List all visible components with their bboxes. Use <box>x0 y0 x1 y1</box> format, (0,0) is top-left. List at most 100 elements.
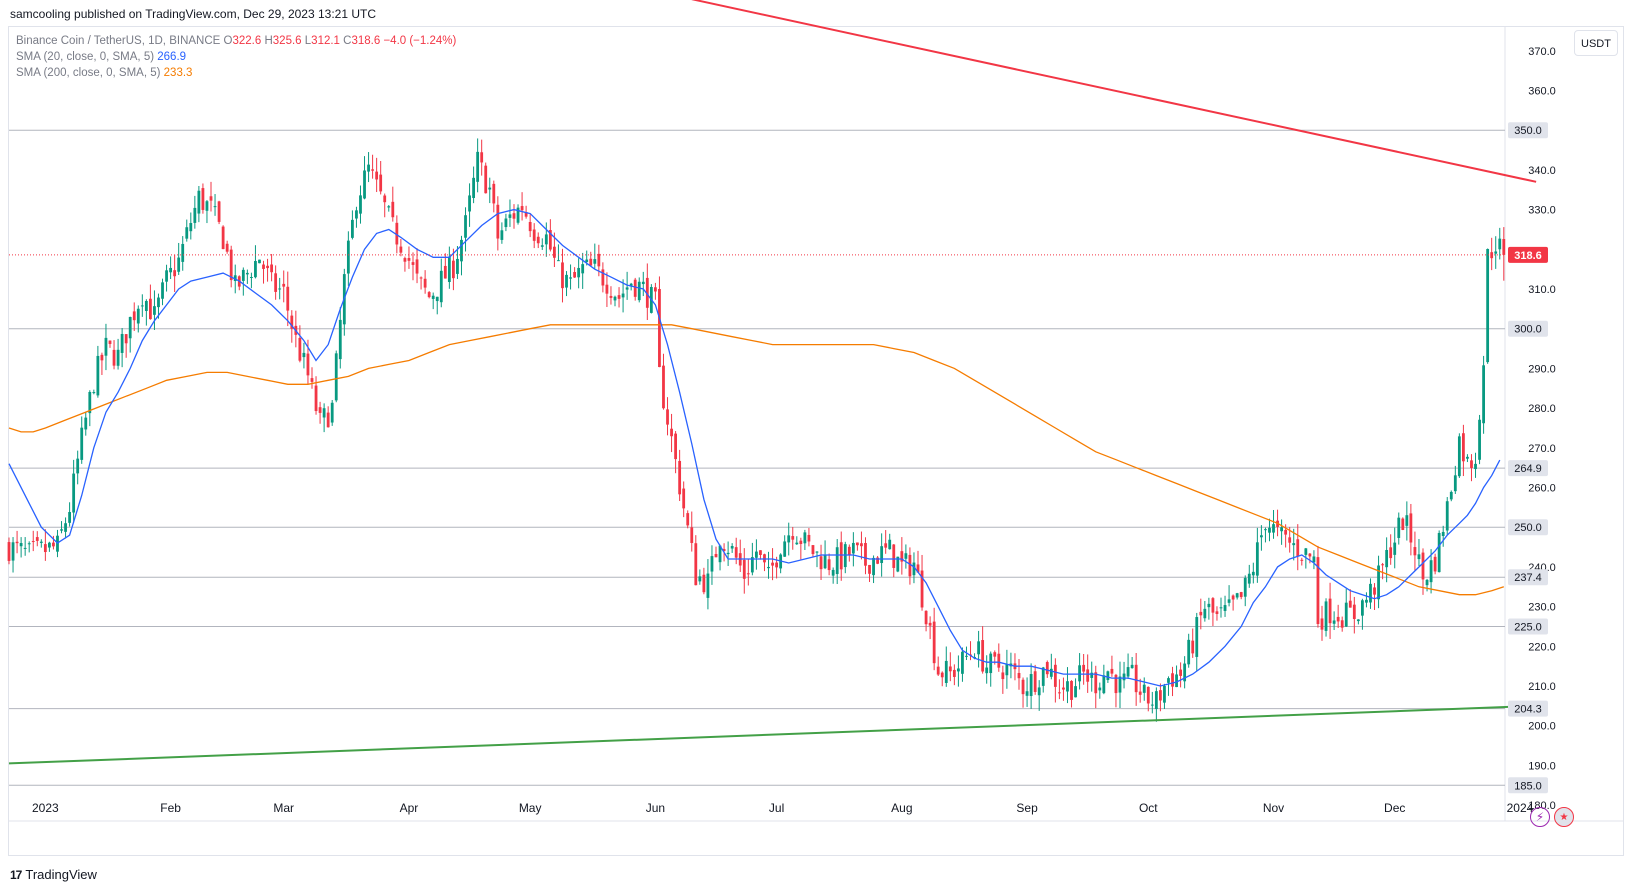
candle-body <box>100 354 104 361</box>
candle-body <box>379 174 383 192</box>
candle-body <box>876 557 879 564</box>
candle-body <box>771 562 774 566</box>
candle-body <box>213 206 217 208</box>
candle-body <box>1058 692 1061 694</box>
candle-body <box>407 258 411 261</box>
candle-body <box>597 253 601 267</box>
candle-body <box>851 542 855 554</box>
candle-body <box>193 207 197 223</box>
level-label: 250.0 <box>1514 522 1542 534</box>
candle-body <box>439 270 443 303</box>
candle-body <box>1449 491 1453 500</box>
sma200-line <box>8 324 1504 596</box>
candle-body <box>108 340 112 344</box>
candle-body <box>508 214 512 218</box>
candle-body <box>1199 611 1203 616</box>
candle-body <box>1365 599 1368 603</box>
candle-body <box>322 408 326 418</box>
candle-body <box>1227 599 1231 603</box>
candle-body <box>472 177 475 198</box>
level-label-box <box>1508 618 1548 635</box>
candle-body <box>286 286 290 311</box>
candle-body <box>763 554 766 563</box>
candle-body <box>827 559 831 571</box>
candle-body <box>1401 518 1405 530</box>
time-tick-label: Jul <box>769 801 784 815</box>
candle-body <box>76 458 80 474</box>
candle-body <box>1352 604 1356 619</box>
candle-body <box>856 542 859 546</box>
candle-body <box>492 183 496 204</box>
candle-body <box>298 337 302 361</box>
candle-body <box>496 204 500 239</box>
ohlc-close-value: 318.6 <box>351 35 381 47</box>
level-label: 300.0 <box>1514 324 1542 336</box>
candle-body <box>714 553 718 558</box>
level-label-box <box>1508 777 1548 794</box>
symbol-name[interactable]: Binance Coin / TetherUS, 1D, BINANCE <box>16 35 221 47</box>
candle-body <box>811 545 815 555</box>
candle-body <box>1053 664 1057 687</box>
tradingview-logo[interactable]: 17 TradingView <box>10 867 97 882</box>
candle-body <box>1251 571 1255 576</box>
candle-body <box>1122 673 1126 681</box>
candle-body <box>1393 542 1397 555</box>
candle-body <box>625 287 629 290</box>
time-tick-label: 2023 <box>32 801 59 815</box>
candle-body <box>581 264 585 274</box>
candle-body <box>868 564 871 574</box>
candle-body <box>787 535 791 543</box>
candle-body <box>880 546 884 564</box>
lightning-icon[interactable]: ⚡ <box>1530 807 1550 827</box>
candle-body <box>775 562 778 568</box>
candle-body <box>1389 547 1393 559</box>
us-flag-icon[interactable]: ★ <box>1554 807 1574 827</box>
time-axis-layer: 2023 Feb Mar Apr May Jun Jul Aug Sep Oct Nov Dec 202… <box>32 801 1534 815</box>
candle-body <box>601 269 605 286</box>
candle-body <box>282 283 286 287</box>
candle-body <box>548 230 552 250</box>
candle-body <box>1102 675 1106 694</box>
candle-body <box>31 541 35 543</box>
candle-body <box>940 672 944 678</box>
candle-body <box>1417 554 1421 560</box>
candle-body <box>1045 662 1049 675</box>
candle-body <box>161 282 164 299</box>
level-label: 225.0 <box>1514 621 1542 633</box>
candle-body <box>920 570 924 608</box>
candle-body <box>27 543 31 545</box>
candle-body <box>961 651 964 674</box>
candle-body <box>157 297 160 308</box>
candle-body <box>330 402 334 423</box>
candle-body <box>742 559 746 579</box>
candle-body <box>710 556 714 572</box>
legend-sma20-row[interactable]: SMA (20, close, 0, SMA, 5) 266.9 <box>16 49 456 65</box>
legend-sma200-row[interactable]: SMA (200, close, 0, SMA, 5) 233.3 <box>16 65 456 81</box>
price-tick-label: 260.0 <box>1528 483 1556 495</box>
footer-icons: ⚡ ★ <box>1530 807 1574 827</box>
candle-body <box>270 264 273 273</box>
tradingview-logo-text: TradingView <box>25 867 97 882</box>
candle-body <box>957 668 960 672</box>
candle-body <box>104 337 108 356</box>
candle-body <box>1106 671 1110 681</box>
candle-body <box>371 169 374 171</box>
candle-body <box>229 249 233 281</box>
candle-body <box>1405 515 1409 526</box>
candle-body <box>864 542 867 566</box>
candle-body <box>1207 603 1211 608</box>
candle-body <box>1049 668 1053 677</box>
candle-body <box>165 270 168 282</box>
candle-body <box>678 460 682 495</box>
candle-body <box>19 543 23 547</box>
candle-body <box>605 284 609 294</box>
time-tick-label: Apr <box>400 801 419 815</box>
candle-body <box>447 256 451 283</box>
candle-body <box>952 669 956 677</box>
candle-body <box>1268 527 1271 533</box>
candle-body <box>1118 676 1122 693</box>
level-label-box <box>1508 519 1548 536</box>
candle-body <box>585 259 589 262</box>
currency-button[interactable]: USDT <box>1574 30 1618 56</box>
